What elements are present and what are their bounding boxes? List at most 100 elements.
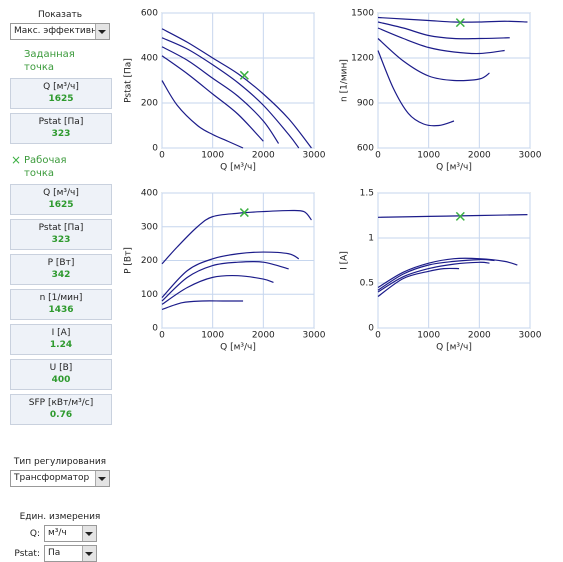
select-arrow (85, 552, 93, 560)
select[interactable]: Трансформатор (10, 470, 110, 487)
y-tick-label: 400 (141, 189, 158, 199)
field-box: n [1/мин] 1436 (10, 289, 112, 320)
x-tick-label: 1000 (201, 331, 224, 341)
x-tick-label: 3000 (519, 331, 542, 341)
operating-point (455, 18, 465, 28)
y-tick-label: 0 (152, 324, 158, 334)
x-tick-label: 3000 (303, 331, 326, 341)
curve (377, 50, 455, 127)
curve (161, 55, 264, 142)
field-value: 1436 (48, 305, 74, 315)
curve (377, 261, 490, 293)
field-box: P [Вт] 342 (10, 254, 112, 285)
select-text: Макс. эффективн (14, 26, 97, 36)
field-label: SFP [кВт/м³/с] (28, 398, 94, 408)
x-axis-label: Q [м³/ч] (220, 343, 256, 353)
operating-point (455, 211, 465, 221)
x-tick-label: 0 (159, 331, 165, 341)
select-text: Трансформатор (14, 473, 90, 483)
y-tick-label: 0 (368, 324, 374, 334)
select-arrow (85, 532, 93, 540)
select[interactable]: Па (44, 545, 97, 562)
field-label: U [В] (49, 363, 73, 373)
field-label: P [Вт] (47, 258, 75, 268)
y-tick-label: 300 (141, 222, 158, 232)
field-box: Pstat [Па] 323 (10, 219, 112, 250)
curve (161, 80, 244, 149)
y-tick-label: 0 (152, 144, 158, 154)
field-label: Q [м³/ч] (43, 188, 79, 198)
icon: × (11, 153, 22, 167)
field-label: Pstat [Па] (38, 117, 84, 127)
select[interactable]: Макс. эффективн (10, 23, 110, 40)
y-tick-label: 1 (368, 234, 374, 244)
field-value: 1.24 (49, 340, 73, 350)
unit-label: Pstat: (14, 548, 40, 559)
curve (377, 257, 518, 289)
y-tick-label: 100 (141, 290, 158, 300)
field-box: U [В] 400 (10, 359, 112, 390)
curve (161, 260, 289, 302)
curve (161, 37, 300, 149)
field-label: Pstat [Па] (38, 223, 84, 233)
x-tick-label: 1000 (201, 151, 224, 161)
curve (377, 258, 495, 291)
y-axis-label: n [1/мин] (340, 59, 350, 102)
x-tick-label: 2000 (252, 331, 275, 341)
y-tick-label: 1.5 (360, 189, 374, 199)
curve (161, 251, 300, 299)
field-label: I [A] (51, 328, 71, 338)
plot-area (161, 12, 315, 149)
operating-point (239, 208, 249, 218)
field-box: Q [м³/ч] 1625 (10, 184, 112, 215)
unit-row: Pstat: Па (0, 545, 120, 562)
x-tick-label: 2000 (468, 331, 491, 341)
section-title: Рабочая точка (24, 155, 67, 179)
select-text: м³/ч (48, 528, 67, 538)
unit-row: Q: м³/ч (0, 525, 120, 542)
x-tick-label: 2000 (468, 151, 491, 161)
operating-point (239, 70, 249, 80)
y-tick-label: 900 (357, 99, 374, 109)
x-tick-label: 3000 (519, 151, 542, 161)
field-label: Q [м³/ч] (43, 82, 79, 92)
field-box: I [A] 1.24 (10, 324, 112, 355)
select-text: Па (48, 548, 61, 558)
y-tick-label: 600 (141, 9, 158, 19)
label: Един. измерения (19, 512, 101, 522)
label: Показать (37, 10, 83, 20)
curve (377, 214, 528, 218)
y-tick-label: 1200 (351, 54, 374, 64)
field-value: 323 (51, 129, 71, 139)
label: Тип регулирования (13, 457, 107, 467)
curve (377, 38, 490, 82)
x-tick-label: 3000 (303, 151, 326, 161)
field-box: SFP [кВт/м³/с] 0.76 (10, 394, 112, 425)
select[interactable]: м³/ч (44, 525, 97, 542)
y-axis-label: Pstat [Па] (124, 58, 134, 103)
field-value: 400 (51, 375, 71, 385)
x-tick-label: 0 (375, 151, 381, 161)
curve (377, 267, 460, 297)
curve (377, 16, 528, 23)
curve (161, 274, 274, 305)
curve (161, 46, 280, 144)
y-tick-label: 400 (141, 54, 158, 64)
plot-area (377, 192, 531, 329)
unit-label: Q: (29, 528, 40, 539)
x-tick-label: 0 (375, 331, 381, 341)
field-value: 0.76 (49, 410, 73, 420)
section-title: Заданная точка (24, 49, 75, 73)
field-label: n [1/мин] (39, 293, 83, 303)
curve (377, 27, 505, 55)
curve (377, 21, 510, 40)
page: Показать Макс. эффективн Заданная точка … (10, 8, 542, 562)
side-panel: Показать Макс. эффективн Заданная точка … (0, 0, 120, 562)
y-tick-label: 0.5 (360, 279, 374, 289)
curve (161, 28, 312, 149)
field-value: 323 (51, 235, 71, 245)
field-value: 342 (51, 270, 71, 280)
field-value: 1625 (48, 94, 74, 104)
x-axis-label: Q [м³/ч] (436, 343, 472, 353)
